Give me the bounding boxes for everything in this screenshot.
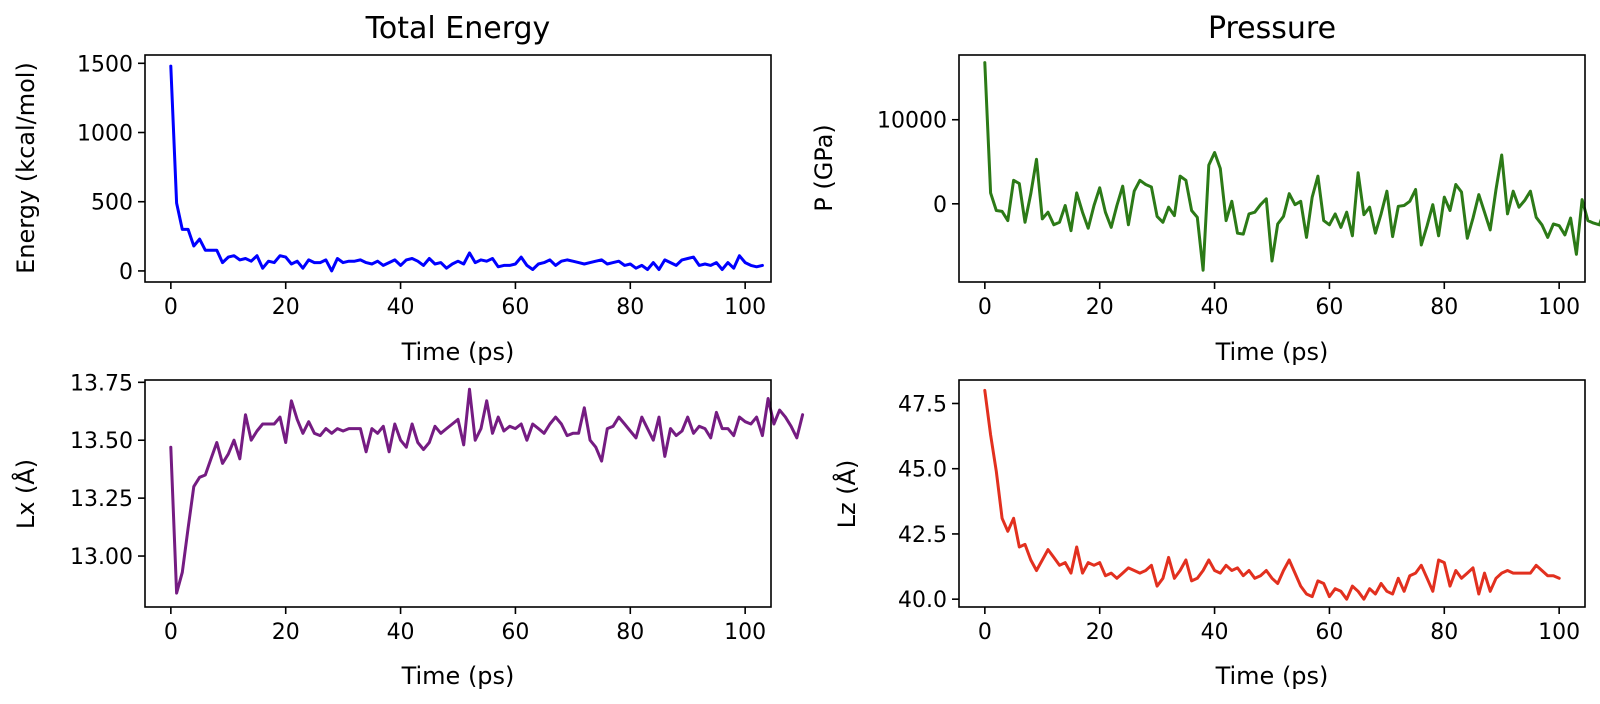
x-axis-label: Time (ps)	[401, 662, 515, 690]
x-axis-label: Time (ps)	[1215, 662, 1329, 690]
series-line	[983, 388, 1561, 601]
x-tick-label: 40	[1201, 295, 1229, 320]
y-tick-label: 1000	[77, 122, 133, 147]
y-tick-label: 1500	[77, 52, 133, 77]
x-tick-label: 0	[978, 620, 992, 645]
x-tick-label: 100	[724, 295, 766, 320]
chart-title: Pressure	[1208, 11, 1336, 46]
y-tick-label: 500	[91, 191, 133, 216]
y-tick-label: 0	[933, 193, 947, 218]
x-tick-label: 20	[1086, 620, 1114, 645]
y-tick-label: 0	[119, 260, 133, 285]
axes-frame	[958, 379, 1586, 608]
x-tick-label: 40	[387, 620, 415, 645]
axes-frame	[144, 379, 772, 608]
y-tick-label: 47.5	[898, 392, 947, 417]
y-axis-label: P (GPa)	[810, 124, 838, 212]
chart-total-energy: Total Energy Time (ps) Energy (kcal/mol)…	[12, 11, 772, 366]
x-tick-label: 100	[1538, 620, 1580, 645]
x-tick-label: 80	[1430, 620, 1458, 645]
y-tick-label: 13.75	[70, 371, 133, 396]
axes-frame	[144, 54, 772, 283]
y-axis-label: Energy (kcal/mol)	[12, 62, 40, 274]
x-tick-label: 20	[272, 620, 300, 645]
x-tick-label: 60	[501, 295, 529, 320]
y-axis-label: Lz (Å)	[832, 460, 861, 529]
x-tick-label: 60	[501, 620, 529, 645]
x-tick-label: 100	[1538, 295, 1580, 320]
x-tick-label: 0	[164, 620, 178, 645]
x-tick-label: 80	[616, 295, 644, 320]
x-tick-label: 0	[164, 295, 178, 320]
x-axis-label: Time (ps)	[1215, 338, 1329, 366]
y-axis-label: Lx (Å)	[11, 459, 40, 529]
x-axis-label: Time (ps)	[401, 338, 515, 366]
y-tick-label: 45.0	[898, 458, 947, 483]
series-line	[169, 387, 805, 595]
x-tick-label: 0	[978, 295, 992, 320]
chart-title: Total Energy	[365, 11, 551, 46]
x-tick-label: 20	[1086, 295, 1114, 320]
y-tick-label: 42.5	[898, 523, 947, 548]
x-tick-label: 60	[1315, 295, 1343, 320]
x-tick-label: 80	[1430, 295, 1458, 320]
x-tick-label: 40	[387, 295, 415, 320]
chart-lz: Time (ps) Lz (Å) 0 20 40 60 80 100 40.0 42.5 45.…	[832, 379, 1586, 690]
y-tick-label: 13.00	[70, 545, 133, 570]
y-tick-label: 13.50	[70, 429, 133, 454]
y-tick-label: 40.0	[898, 588, 947, 613]
axes-frame	[958, 54, 1586, 283]
plot-area: 0 20 40 60 80 100 0 10000	[877, 54, 1600, 320]
series-line	[983, 61, 1600, 272]
plot-area: 0 20 40 60 80 100 13.00 13.25 13.50 13.75	[70, 371, 805, 645]
chart-pressure: Pressure Time (ps) P (GPa) 0 20 40 60 80 1000…	[810, 11, 1600, 366]
x-tick-label: 80	[616, 620, 644, 645]
series-line	[169, 64, 764, 273]
chart-lx: Time (ps) Lx (Å) 0 20 40 60 80 100 13.00 13.25 1…	[11, 371, 805, 690]
x-tick-label: 20	[272, 295, 300, 320]
x-tick-label: 100	[724, 620, 766, 645]
y-tick-label: 13.25	[70, 487, 133, 512]
x-tick-label: 60	[1315, 620, 1343, 645]
y-tick-label: 10000	[877, 109, 947, 134]
x-tick-label: 40	[1201, 620, 1229, 645]
plot-area: 0 20 40 60 80 100 40.0 42.5 45.0 47.5	[898, 379, 1586, 645]
